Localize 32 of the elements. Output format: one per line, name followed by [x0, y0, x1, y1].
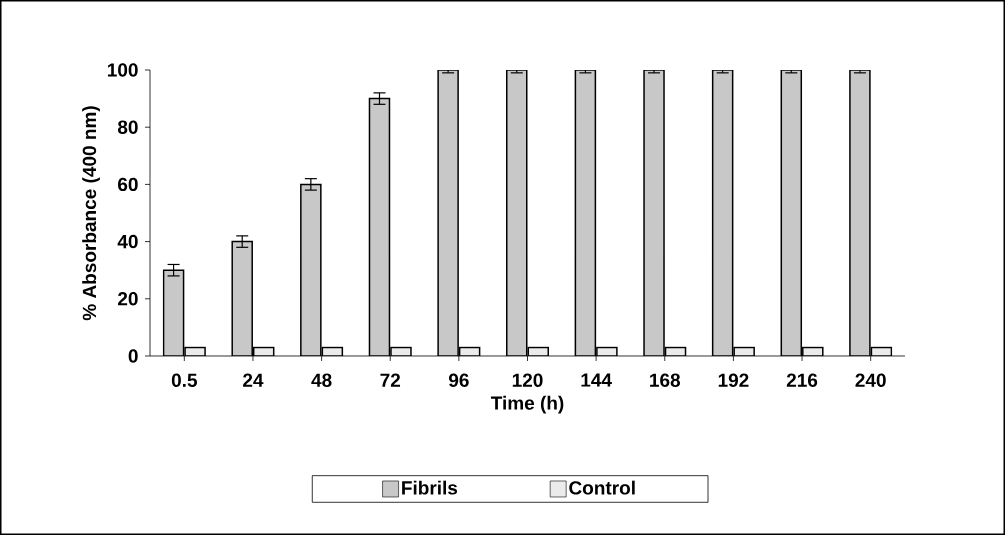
bar: [574, 69, 597, 356]
x-axis-title: Time (h): [490, 395, 564, 414]
y-tick-label: 20: [118, 292, 138, 306]
x-tick-label: 216: [786, 373, 818, 387]
x-tick-label: 24: [243, 373, 264, 387]
legend-label: Control: [569, 480, 635, 495]
bar: [780, 69, 803, 356]
x-tick-label: 96: [448, 373, 469, 387]
x-tick-label: 0.5: [171, 373, 197, 387]
bar: [506, 69, 528, 356]
y-axis-title: % Absorbance (400 nm): [82, 106, 100, 321]
bar: [231, 240, 253, 356]
bar: [643, 69, 665, 356]
y-tick-label: 100: [107, 63, 138, 77]
bar: [162, 269, 185, 356]
y-tick-label: 0: [128, 349, 138, 363]
x-tick-label: 144: [581, 373, 612, 387]
legend-label: Fibrils: [402, 480, 458, 495]
bar: [849, 69, 871, 356]
x-tick-label: 48: [311, 373, 332, 387]
y-tick-label: 40: [117, 234, 138, 249]
x-tick-label: 168: [650, 373, 681, 387]
bar: [711, 69, 734, 356]
bar: [300, 183, 322, 356]
y-tick-label: 60: [118, 177, 138, 192]
x-tick-label: 192: [718, 373, 749, 387]
x-tick-label: 240: [855, 373, 886, 387]
x-tick-label: 72: [380, 373, 401, 387]
x-tick-label: 120: [512, 373, 543, 387]
y-tick-label: 80: [117, 120, 138, 134]
bar: [368, 97, 391, 356]
bar: [437, 69, 459, 356]
